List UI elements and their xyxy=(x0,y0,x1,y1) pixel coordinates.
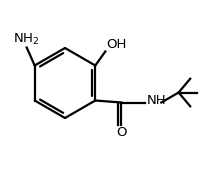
Text: O: O xyxy=(116,127,127,140)
Text: NH$_2$: NH$_2$ xyxy=(13,31,40,46)
Text: NH: NH xyxy=(146,94,166,107)
Text: OH: OH xyxy=(106,38,127,51)
